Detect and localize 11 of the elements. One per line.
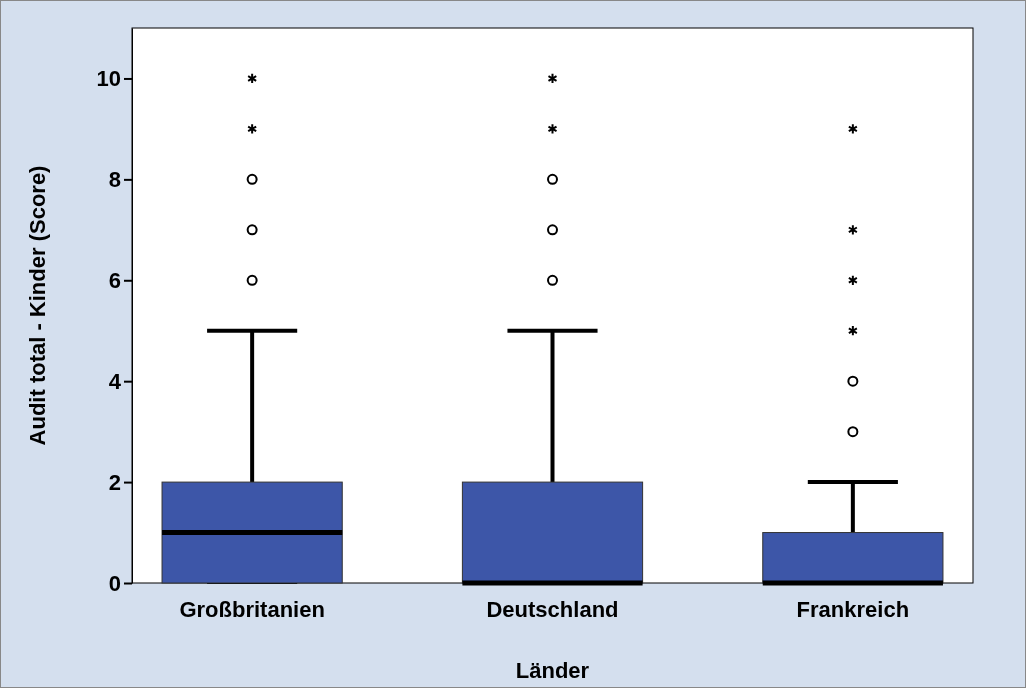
y-tick-label: 10 (96, 65, 121, 91)
y-tick-label: 8 (108, 166, 121, 192)
x-tick-label: Deutschland (486, 596, 619, 622)
x-tick-label: Frankreich (796, 596, 910, 622)
x-tick-label: Großbritanien (179, 596, 325, 622)
y-tick-label: 0 (108, 570, 121, 596)
y-tick-label: 4 (108, 368, 122, 394)
y-tick-label: 6 (108, 267, 121, 293)
y-tick-label: 2 (108, 469, 121, 495)
y-axis-title: Audit total - Kinder (Score) (25, 165, 50, 446)
x-axis-title: Länder (515, 658, 590, 683)
